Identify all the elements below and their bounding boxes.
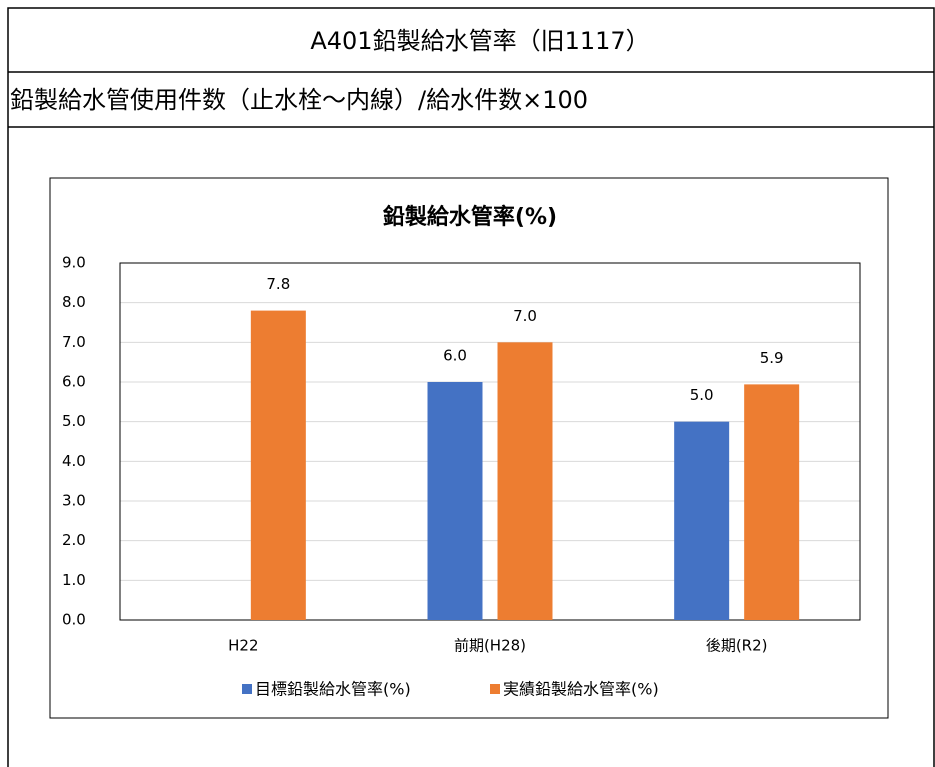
y-tick-label: 5.0	[62, 412, 86, 430]
y-tick-label: 9.0	[62, 254, 86, 272]
x-tick-label: 前期(H28)	[454, 637, 526, 655]
y-tick-label: 3.0	[62, 492, 86, 510]
frame	[7, 7, 935, 767]
legend-swatch	[242, 684, 252, 694]
y-tick-label: 2.0	[62, 531, 86, 549]
definition: 鉛製給水管使用件数（止水栓～内線）/給水件数×100	[10, 86, 588, 114]
x-tick-label: H22	[228, 637, 258, 655]
plot: 0.0 1.0 2.0 3.0 4.0 5.0 6.0 7.0 8.0 9.0 H22 7.8 前期(H…	[62, 254, 861, 699]
data-label: 6.0	[443, 347, 467, 365]
y-tick-label: 1.0	[62, 571, 86, 589]
legend-label: 実績鉛製給水管率(%)	[503, 680, 659, 699]
legend-label: 目標鉛製給水管率(%)	[255, 680, 411, 699]
header-title: A401鉛製給水管率（旧1117）	[310, 27, 649, 55]
bar	[497, 342, 553, 620]
legend-swatch	[490, 684, 500, 694]
y-tick-label: 0.0	[62, 611, 86, 629]
bar	[674, 421, 730, 620]
data-label: 7.8	[266, 275, 290, 293]
y-tick-label: 7.0	[62, 333, 86, 351]
bar	[250, 310, 306, 620]
bar	[744, 384, 800, 620]
y-tick-label: 6.0	[62, 373, 86, 391]
data-label: 5.0	[690, 386, 714, 404]
x-tick-label: 後期(R2)	[706, 637, 768, 655]
chart-title: 鉛製給水管率(%)	[383, 204, 557, 230]
data-label: 7.0	[513, 307, 537, 325]
outer-border	[7, 7, 935, 767]
data-label: 5.9	[760, 349, 784, 367]
y-tick-label: 4.0	[62, 452, 86, 470]
plot-border	[119, 262, 861, 621]
y-tick-label: 8.0	[62, 293, 86, 311]
bar	[427, 382, 483, 620]
